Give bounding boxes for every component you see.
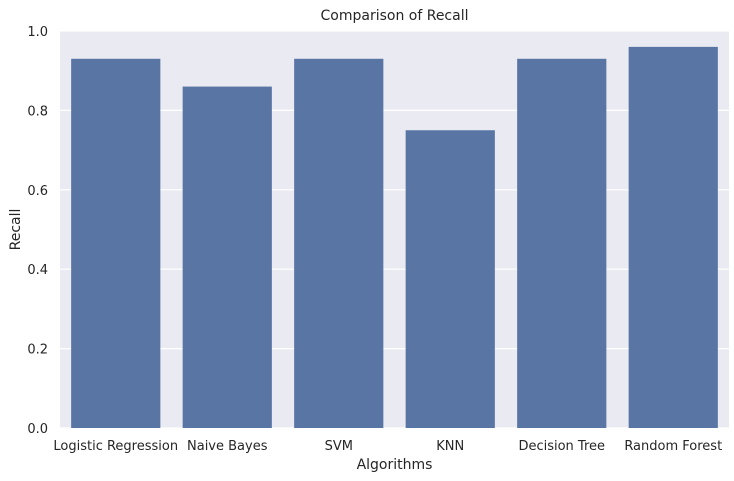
- bar-knn: [405, 130, 495, 428]
- bar-random-forest: [628, 46, 718, 428]
- x-tick-label: KNN: [436, 439, 464, 454]
- y-tick-label: 1.0: [27, 25, 48, 40]
- y-tick-labels: 0.0 0.2 0.4 0.6 0.8 1.0: [27, 25, 48, 437]
- y-tick-label: 0.2: [27, 343, 48, 358]
- grid-lines: [60, 30, 729, 429]
- y-tick-label: 0.8: [27, 104, 48, 119]
- x-tick-label: Decision Tree: [518, 439, 605, 454]
- y-tick-label: 0.6: [27, 184, 48, 199]
- x-tick-labels: Logistic Regression Naive Bayes SVM KNN Deci…: [53, 439, 722, 454]
- x-tick-label: Logistic Regression: [53, 439, 178, 454]
- x-tick-label: Random Forest: [624, 439, 722, 454]
- plot-background: [60, 31, 729, 428]
- bar-svm: [294, 58, 384, 428]
- y-tick-label: 0.4: [27, 263, 48, 278]
- bar-naive-bayes: [182, 86, 272, 428]
- y-axis-label: Recall: [8, 209, 24, 251]
- y-tick-label: 0.0: [27, 422, 48, 437]
- bar-decision-tree: [517, 58, 607, 428]
- x-axis-label: Algorithms: [357, 457, 433, 473]
- x-tick-label: Naive Bayes: [187, 439, 268, 454]
- chart-title: Comparison of Recall: [321, 8, 469, 24]
- bar-logistic-regression: [71, 58, 161, 428]
- x-tick-label: SVM: [325, 439, 353, 454]
- bars: [71, 46, 718, 428]
